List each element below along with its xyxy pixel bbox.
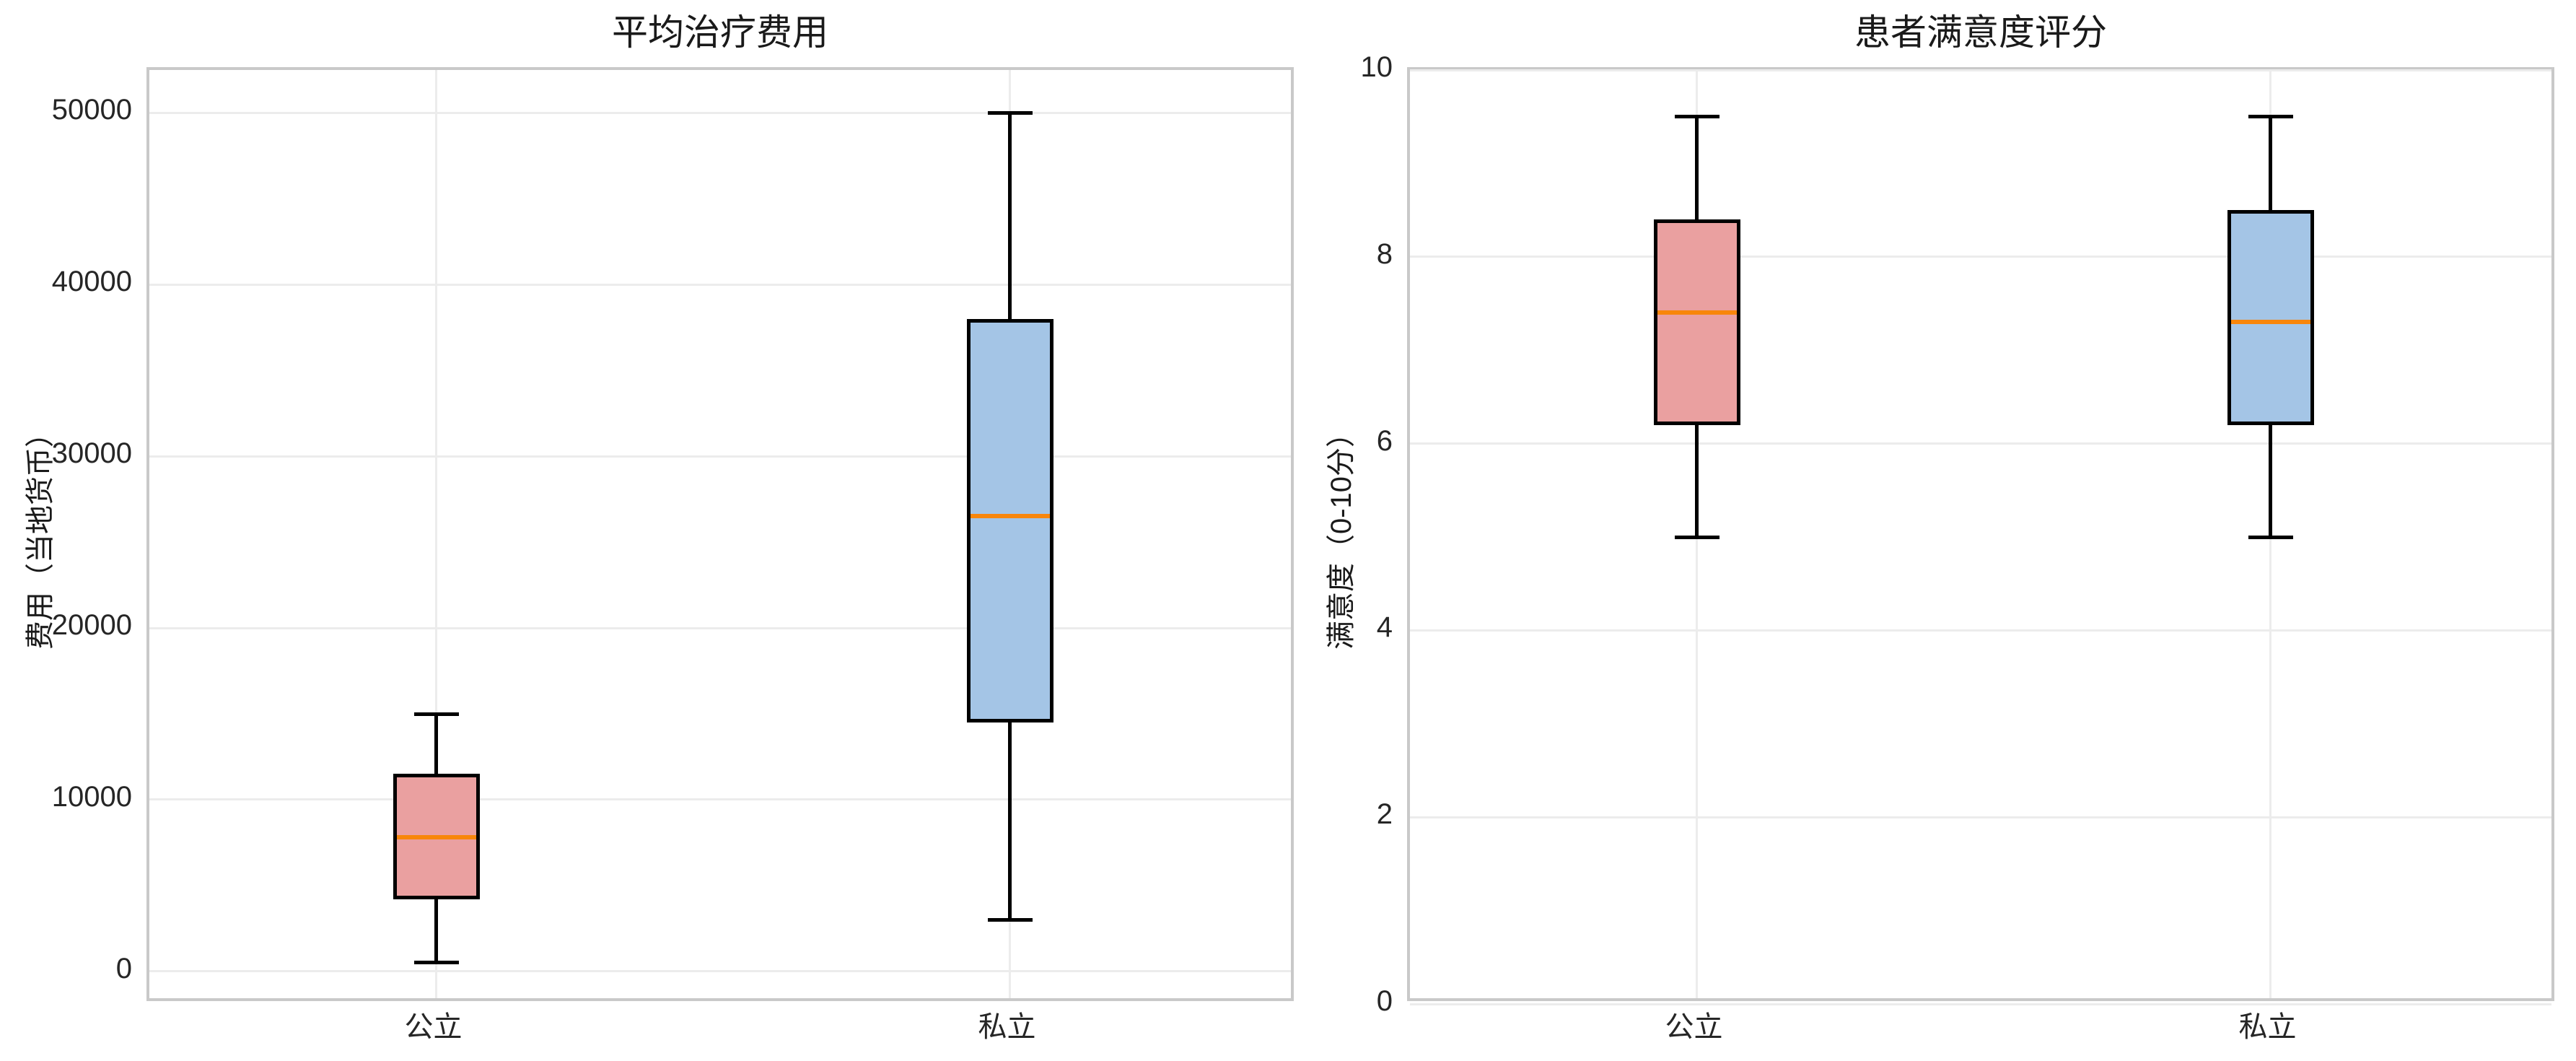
median-line-私立: [2230, 320, 2310, 325]
y-tick-label: 8: [1376, 237, 1393, 270]
x-tick-label: 公立: [1665, 1011, 1723, 1043]
y-tick-label: 4: [1376, 611, 1393, 644]
horizontal-gridline: [149, 970, 1291, 973]
whisker-lower-私立: [1008, 722, 1012, 920]
horizontal-gridline: [1410, 629, 2551, 632]
box-私立: [966, 318, 1053, 722]
whisker-upper-私立: [2269, 116, 2272, 211]
median-line-公立: [1657, 310, 1737, 315]
whisker-cap-max-公立: [1674, 115, 1719, 119]
box-私立: [2227, 210, 2314, 425]
whisker-cap-min-公立: [413, 961, 459, 965]
whisker-upper-私立: [1008, 113, 1012, 319]
y-tick-label: 0: [1376, 985, 1393, 1017]
horizontal-gridline: [149, 455, 1291, 458]
y-tick-label: 6: [1376, 424, 1393, 457]
horizontal-gridline: [1410, 69, 2551, 71]
horizontal-gridline: [1410, 1003, 2551, 1005]
x-tick-label: 私立: [2238, 1011, 2297, 1043]
whisker-upper-公立: [1695, 116, 1699, 220]
y-tick-label: 20000: [51, 609, 132, 642]
whisker-lower-公立: [1695, 424, 1699, 537]
horizontal-gridline: [1410, 442, 2551, 445]
vertical-gridline: [435, 70, 437, 998]
y-tick-label: 30000: [51, 437, 132, 470]
y-tick-label: 50000: [51, 94, 132, 126]
horizontal-gridline: [1410, 256, 2551, 258]
y-tick-label: 2: [1376, 798, 1393, 831]
horizontal-gridline: [149, 626, 1291, 629]
box-公立: [1653, 219, 1740, 425]
left-plot-area: [146, 67, 1294, 1001]
x-tick-label: 私立: [978, 1011, 1036, 1043]
whisker-upper-公立: [434, 714, 438, 774]
whisker-lower-私立: [2269, 424, 2272, 537]
y-tick-label: 10000: [51, 780, 132, 813]
median-line-私立: [970, 514, 1050, 519]
whisker-lower-公立: [434, 899, 438, 963]
whisker-cap-max-私立: [2248, 115, 2293, 119]
whisker-cap-min-公立: [1674, 535, 1719, 539]
whisker-cap-min-私立: [2248, 535, 2293, 539]
horizontal-gridline: [149, 111, 1291, 114]
whisker-cap-max-私立: [987, 110, 1033, 115]
right-plot-area: [1407, 67, 2554, 1005]
x-tick-label: 公立: [404, 1011, 463, 1043]
y-tick-label: 0: [115, 952, 132, 984]
horizontal-gridline: [1410, 816, 2551, 818]
left-chart-title: 平均治疗费用: [612, 12, 828, 53]
median-line-公立: [396, 835, 476, 840]
whisker-cap-max-公立: [413, 712, 459, 716]
whisker-cap-min-私立: [987, 917, 1033, 922]
horizontal-gridline: [149, 283, 1291, 286]
y-tick-label: 40000: [51, 266, 132, 298]
right-chart-title: 患者满意度评分: [1854, 12, 2107, 53]
y-tick-label: 10: [1360, 51, 1393, 83]
horizontal-gridline: [149, 798, 1291, 801]
